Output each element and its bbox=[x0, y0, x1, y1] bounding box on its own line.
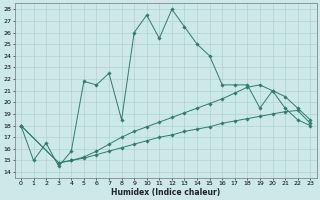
X-axis label: Humidex (Indice chaleur): Humidex (Indice chaleur) bbox=[111, 188, 220, 197]
